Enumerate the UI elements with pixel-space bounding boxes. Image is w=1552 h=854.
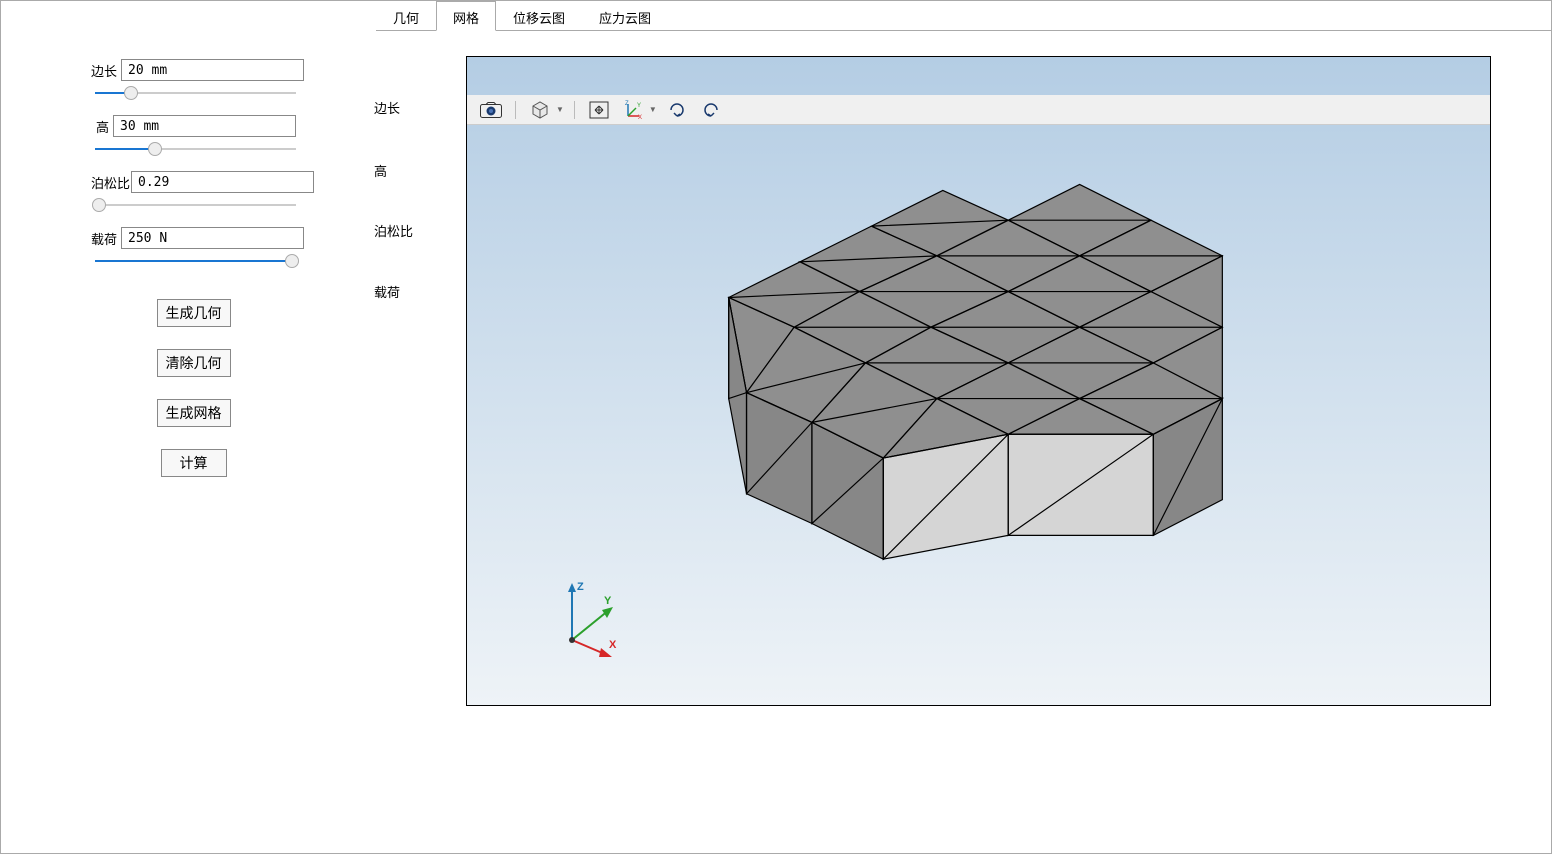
mesh-render bbox=[467, 125, 1490, 815]
param-input-3[interactable] bbox=[121, 227, 304, 249]
tab-mesh[interactable]: 网格 bbox=[436, 1, 496, 31]
param-label: 载荷 bbox=[91, 229, 121, 248]
compute-button[interactable]: 计算 bbox=[161, 449, 227, 477]
view-area: 边长高泊松比载荷 bbox=[376, 31, 1551, 853]
generate-geometry-button[interactable]: 生成几何 bbox=[157, 299, 231, 327]
dup-label: 载荷 bbox=[374, 282, 400, 301]
clear-geometry-button[interactable]: 清除几何 bbox=[157, 349, 231, 377]
sidebar: 边长 高 泊松比 载荷 生成几何 清除几何 生成网格 计算 bbox=[1, 1, 376, 853]
toolbar-separator bbox=[574, 101, 575, 119]
svg-text:X: X bbox=[638, 115, 642, 120]
param-slider-2[interactable] bbox=[95, 197, 296, 213]
param-input-2[interactable] bbox=[131, 171, 314, 193]
param-label: 泊松比 bbox=[91, 173, 131, 192]
param-input-1[interactable] bbox=[113, 115, 296, 137]
axes-dropdown[interactable]: Y Z X ▼ bbox=[619, 98, 657, 122]
param-label: 边长 bbox=[91, 61, 121, 80]
svg-text:Y: Y bbox=[604, 595, 612, 607]
toolbar-separator bbox=[515, 101, 516, 119]
chevron-down-icon: ▼ bbox=[556, 105, 564, 114]
dup-label: 泊松比 bbox=[374, 221, 413, 240]
axes-icon: Y Z X bbox=[619, 98, 647, 122]
tab-displacement[interactable]: 位移云图 bbox=[496, 1, 582, 31]
param-slider-1[interactable] bbox=[95, 141, 296, 157]
viewport-toolbar: ▼ bbox=[467, 95, 1490, 125]
button-column: 生成几何 清除几何 生成网格 计算 bbox=[91, 299, 296, 477]
viewport[interactable]: ▼ bbox=[466, 56, 1491, 706]
rotate-ccw-icon[interactable] bbox=[697, 98, 725, 122]
axis-triad: Z Y X bbox=[547, 580, 627, 665]
svg-text:Z: Z bbox=[577, 581, 584, 593]
param-label: 高 bbox=[91, 117, 113, 136]
tab-stress[interactable]: 应力云图 bbox=[582, 1, 668, 31]
dup-label: 高 bbox=[374, 161, 387, 180]
main-panel: 几何 网格 位移云图 应力云图 边长高泊松比载荷 bbox=[376, 1, 1551, 853]
app-root: 边长 高 泊松比 载荷 生成几何 清除几何 生成网格 计算 几何 网格 位移云图… bbox=[0, 0, 1552, 854]
svg-text:Z: Z bbox=[625, 101, 629, 107]
fit-view-icon[interactable] bbox=[585, 98, 613, 122]
svg-text:Y: Y bbox=[637, 103, 641, 109]
dup-label: 边长 bbox=[374, 98, 400, 117]
view-cube-dropdown[interactable]: ▼ bbox=[526, 98, 564, 122]
camera-icon[interactable] bbox=[477, 98, 505, 122]
rotate-cw-icon[interactable] bbox=[663, 98, 691, 122]
tab-bar: 几何 网格 位移云图 应力云图 bbox=[376, 1, 1551, 31]
param-slider-0[interactable] bbox=[95, 85, 296, 101]
generate-mesh-button[interactable]: 生成网格 bbox=[157, 399, 231, 427]
svg-text:X: X bbox=[609, 639, 617, 651]
param-input-0[interactable] bbox=[121, 59, 304, 81]
tab-geometry[interactable]: 几何 bbox=[376, 1, 436, 31]
param-slider-3[interactable] bbox=[95, 253, 296, 269]
chevron-down-icon: ▼ bbox=[649, 105, 657, 114]
cube-icon bbox=[526, 98, 554, 122]
